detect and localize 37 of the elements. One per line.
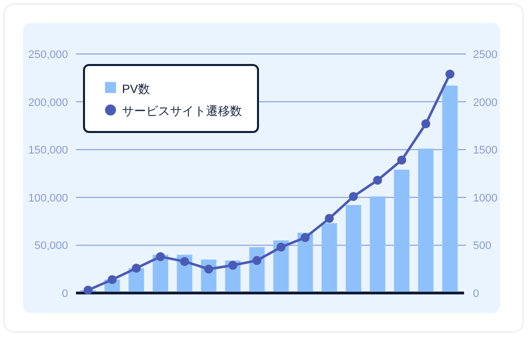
point — [84, 286, 93, 295]
bar — [297, 232, 313, 293]
y2-tick-label: 1500 — [473, 144, 498, 157]
y2-tick-label: 2500 — [473, 49, 498, 61]
bar — [442, 86, 458, 293]
point — [132, 264, 141, 273]
point — [204, 264, 214, 274]
point — [156, 252, 165, 262]
y-tick-label: 200,000 — [28, 96, 68, 109]
y-tick-label: 250,000 — [28, 49, 68, 61]
bar — [418, 148, 434, 293]
point — [300, 233, 310, 242]
legend-label: PV数 — [122, 82, 150, 96]
bar — [346, 205, 362, 293]
point — [397, 156, 406, 165]
point — [180, 256, 190, 266]
point — [348, 192, 358, 201]
point — [373, 176, 382, 185]
point — [421, 119, 430, 128]
point — [445, 70, 454, 79]
bar — [322, 223, 338, 293]
point — [252, 256, 262, 265]
y2-tick-label: 2000 — [473, 96, 498, 109]
y2-tick-label: 1000 — [473, 192, 498, 204]
y-tick-label: 0 — [62, 288, 68, 300]
bar — [394, 170, 410, 293]
y-tick-label: 100,000 — [28, 192, 68, 204]
point — [324, 214, 334, 223]
y2-tick-label: 0 — [473, 288, 480, 300]
y-tick-label: 50,000 — [34, 240, 68, 252]
y-tick-label: 150,000 — [28, 144, 68, 157]
bar — [370, 196, 386, 293]
legend-label: サービスサイト遷移数 — [122, 104, 242, 118]
point — [276, 242, 286, 252]
point — [228, 260, 238, 270]
y2-tick-label: 500 — [473, 240, 492, 252]
point — [108, 275, 117, 284]
